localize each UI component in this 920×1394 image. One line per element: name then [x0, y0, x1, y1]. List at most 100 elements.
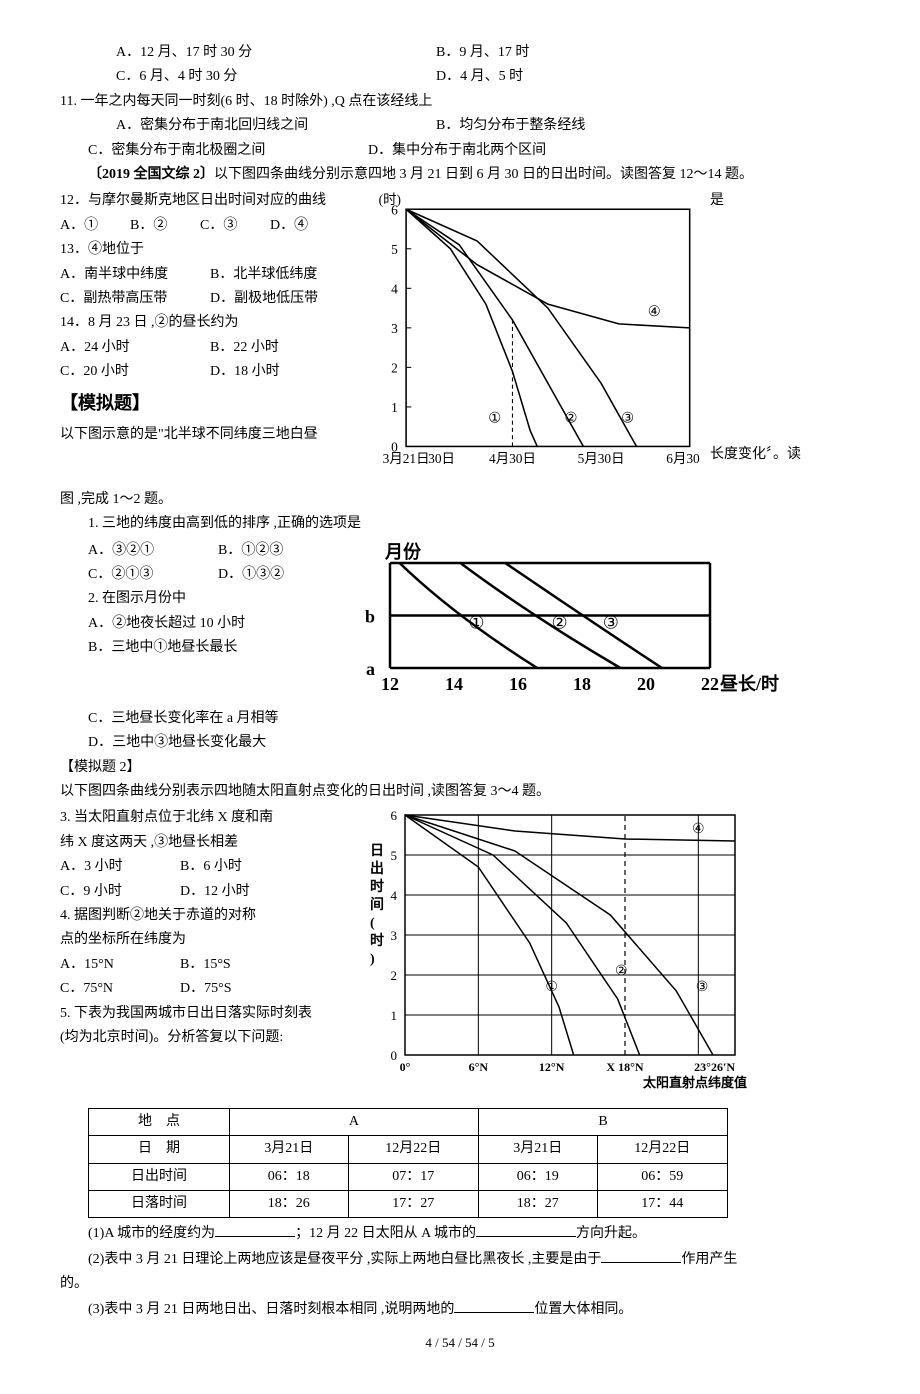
svg-text:间: 间: [370, 896, 384, 913]
q13-row2: C．副热带高压带 D．副极地低压带: [60, 288, 360, 310]
svg-text:②: ②: [552, 612, 568, 632]
block12-intro: 〔2019 全国文综 2〕以下图四条曲线分别示意四地 3 月 21 日到 6 月…: [60, 164, 860, 186]
svg-text:0: 0: [391, 1048, 398, 1063]
q5-2a: (2)表中 3 月 21 日理论上两地应该是昼夜平分 ,实际上两地白昼比黑夜长 …: [88, 1252, 601, 1267]
q12-b: B．②: [130, 215, 200, 237]
svg-text:22: 22: [701, 674, 719, 694]
td: 12月22日: [348, 1136, 478, 1163]
svg-text:12: 12: [381, 674, 399, 694]
q14-a: A．24 小时: [60, 337, 210, 359]
svg-text:3: 3: [391, 321, 398, 336]
td: 日 期: [89, 1136, 230, 1163]
mq3-stem1: 3. 当太阳直射点位于北纬 X 度和南: [60, 807, 340, 829]
svg-text:5月30日: 5月30日: [578, 451, 625, 466]
table-row: 日 期 3月21日 12月22日 3月21日 12月22日: [89, 1136, 728, 1163]
svg-text:a: a: [366, 659, 375, 679]
q5-3b: 位置大体相同。: [534, 1302, 632, 1317]
q10-opt-d: D．4 月、5 时: [436, 66, 523, 88]
td: 18：27: [478, 1191, 597, 1218]
svg-text:5: 5: [391, 848, 398, 863]
blank[interactable]: [601, 1248, 681, 1263]
blank[interactable]: [454, 1298, 534, 1313]
td: 12月22日: [597, 1136, 727, 1163]
mq3-c: C．9 小时: [60, 881, 180, 903]
td: 06：18: [230, 1163, 349, 1190]
svg-text:③: ③: [603, 612, 619, 632]
q13-c: C．副热带高压带: [60, 288, 210, 310]
q12-stem-right: 是: [710, 190, 860, 212]
blank[interactable]: [215, 1222, 295, 1237]
svg-text:14: 14: [445, 674, 463, 694]
q13-stem: 13．④地位于: [60, 239, 360, 261]
blank[interactable]: [476, 1222, 576, 1237]
svg-text:③: ③: [696, 980, 709, 995]
q5-2b: 作用产生: [681, 1252, 737, 1267]
page-footer: 4 / 54 / 54 / 5: [60, 1333, 860, 1354]
q11-a: A．密集分布于南北回归线之间: [116, 115, 436, 137]
table5: 地 点 A B 日 期 3月21日 12月22日 3月21日 12月22日 日出…: [88, 1108, 728, 1219]
chart3: 0123456日出时间(时)0°6°N12°NX 18°N23°26′N太阳直射…: [350, 805, 750, 1095]
q10-opt-b: B．9 月、17 时: [436, 42, 529, 64]
q10-opts-row2: C．6 月、4 时 30 分 D．4 月、5 时: [60, 66, 860, 88]
svg-text:①: ①: [545, 980, 558, 995]
td: 3月21日: [230, 1136, 349, 1163]
mq2-a: A．②地夜长超过 10 小时: [60, 613, 320, 635]
mock1-intro1: 以下图示意的是"北半球不同纬度三地白昼: [60, 424, 360, 446]
q12-stem-row: 12．与摩尔曼斯克地区日出时间对应的曲线: [60, 190, 360, 212]
table-row: 地 点 A B: [89, 1108, 728, 1135]
svg-text:3月21日: 3月21日: [383, 451, 430, 466]
svg-text:月份: 月份: [384, 541, 422, 562]
svg-text:(: (: [370, 916, 375, 931]
svg-text:4: 4: [391, 888, 398, 903]
q14-c: C．20 小时: [60, 361, 210, 383]
svg-text:18: 18: [573, 674, 591, 694]
mq1-2-block: A．③②① B．①②③ C．②①③ D．①③② 2. 在图示月份中 A．②地夜长…: [60, 538, 860, 706]
svg-text:④: ④: [692, 822, 705, 837]
q13-a: A．南半球中纬度: [60, 264, 210, 286]
mq2-d: D．三地中③地昼长变化最大: [60, 732, 860, 754]
mq3-b: B．6 小时: [180, 856, 242, 878]
mq1-c: C．②①③: [88, 564, 218, 586]
chart2-container: ba月份121416182022昼长/时①②③: [330, 538, 790, 706]
mq3-row1: A．3 小时 B．6 小时: [60, 856, 340, 878]
mq5-stem1: 5. 下表为我国两城市日出日落实际时刻表: [60, 1003, 340, 1025]
svg-text:20: 20: [637, 674, 655, 694]
q13-b: B．北半球低纬度: [210, 264, 317, 286]
mq3-stem2: 纬 X 度这两天 ,③地昼长相差: [60, 832, 340, 854]
svg-text:X 18°N: X 18°N: [606, 1060, 643, 1074]
td: 3月21日: [478, 1136, 597, 1163]
chart1-container: 0123456(时)3月21日30日4月30日5月30日6月30日①②③④: [370, 188, 700, 486]
svg-text:1: 1: [391, 400, 398, 415]
q10-opt-c: C．6 月、4 时 30 分: [116, 66, 436, 88]
mock2-intro: 以下图四条曲线分别表示四地随太阳直射点变化的日出时间 ,读图答复 3～4 题。: [60, 781, 860, 803]
svg-text:6°N: 6°N: [469, 1060, 489, 1074]
mq4-row1: A．15°N B．15°S: [60, 954, 340, 976]
svg-text:①: ①: [468, 612, 484, 632]
mq3-a: A．3 小时: [60, 856, 180, 878]
q12-d: D．④: [270, 215, 308, 237]
chart3-container: 0123456日出时间(时)0°6°N12°NX 18°N23°26′N太阳直射…: [350, 805, 750, 1103]
mq4-d: D．75°S: [180, 978, 232, 1000]
svg-text:②: ②: [564, 411, 577, 427]
td: 17：27: [348, 1191, 478, 1218]
q5-3a: (3)表中 3 月 21 日两地日出、日落时刻根本相同 ,说明两地的: [88, 1302, 454, 1317]
svg-text:(时): (时): [379, 192, 401, 207]
mq4-row2: C．75°N D．75°S: [60, 978, 340, 1000]
svg-text:0°: 0°: [400, 1060, 411, 1074]
q11-row2: C．密集分布于南北极圈之间 D．集中分布于南北两个区间: [60, 140, 860, 162]
svg-text:太阳直射点纬度值: 太阳直射点纬度值: [642, 1075, 747, 1090]
q14-d: D．18 小时: [210, 361, 280, 383]
svg-text:④: ④: [648, 304, 661, 320]
svg-text:出: 出: [370, 860, 384, 877]
svg-text:6: 6: [391, 808, 398, 823]
q11-row1: A．密集分布于南北回归线之间 B．均匀分布于整条经线: [60, 115, 860, 137]
mq2-stem: 2. 在图示月份中: [60, 588, 320, 610]
table-row: 日出时间 06：18 07：17 06：19 06：59: [89, 1163, 728, 1190]
td: 17：44: [597, 1191, 727, 1218]
th-a: A: [230, 1108, 479, 1135]
q12-a: A．①: [60, 215, 130, 237]
svg-text:1: 1: [391, 1008, 398, 1023]
mock1-intro3: 图 ,完成 1～2 题。: [60, 489, 860, 511]
svg-text:30日: 30日: [428, 451, 455, 466]
svg-text:昼长/时: 昼长/时: [720, 674, 779, 694]
